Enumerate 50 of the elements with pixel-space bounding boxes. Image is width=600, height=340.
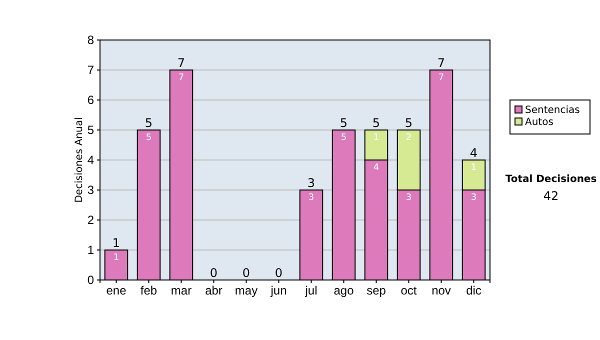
y-tick-label: 1 — [87, 242, 94, 257]
total-label: 0 — [274, 266, 283, 280]
data-label: 1 — [470, 163, 477, 173]
x-tick-label: nov — [432, 284, 451, 298]
text: 42 — [543, 189, 559, 203]
x-tick-label: ene — [106, 284, 127, 298]
x-tick-label: mar — [170, 284, 192, 298]
x-tick-label: jul — [304, 284, 318, 298]
total-label: 3 — [307, 176, 316, 190]
y-tick-label: 7 — [87, 62, 94, 77]
legend-label: Sentencias — [525, 105, 580, 116]
total-label: 5 — [340, 116, 348, 130]
data-label: 3 — [406, 193, 412, 203]
x-tick-label: may — [234, 284, 258, 298]
data-label: 5 — [340, 133, 347, 143]
total-label: 4 — [470, 146, 478, 160]
y-tick-label: 6 — [87, 92, 94, 107]
data-label: 3 — [470, 193, 477, 203]
data-label: 3 — [308, 193, 314, 203]
data-label: 2 — [406, 133, 412, 143]
x-tick-label: ago — [334, 284, 354, 298]
data-label: 1 — [113, 253, 120, 263]
total-label: 5 — [404, 116, 413, 130]
total-label: 7 — [437, 56, 446, 70]
y-tick-label: 0 — [87, 272, 94, 287]
x-tick-label: dic — [466, 284, 482, 298]
data-label: 7 — [438, 73, 444, 83]
x-tick-label: jun — [270, 284, 287, 298]
x-tick-label: oct — [400, 284, 418, 298]
total-label: 5 — [372, 116, 380, 130]
data-label: 7 — [178, 73, 184, 83]
y-axis-title: Decisiones Anual — [74, 117, 85, 203]
data-label: 5 — [146, 133, 152, 143]
total-label: 1 — [112, 236, 120, 250]
y-tick-label: 4 — [87, 152, 94, 167]
x-tick-label: sep — [366, 284, 386, 298]
data-label: 1 — [373, 133, 380, 143]
text: Total Decisiones — [505, 174, 597, 185]
data-label: 4 — [373, 163, 380, 173]
y-tick-label: 3 — [87, 182, 94, 197]
total-label: 5 — [144, 116, 153, 130]
y-tick-label: 8 — [87, 32, 94, 47]
total-label: 0 — [210, 266, 218, 280]
total-label: 0 — [242, 266, 250, 280]
legend-label: Autos — [525, 117, 554, 128]
y-tick-label: 5 — [87, 122, 94, 137]
x-tick-label: feb — [140, 284, 158, 298]
total-label: 7 — [177, 56, 186, 70]
x-tick-label: abr — [205, 284, 222, 298]
y-tick-label: 2 — [87, 212, 94, 227]
